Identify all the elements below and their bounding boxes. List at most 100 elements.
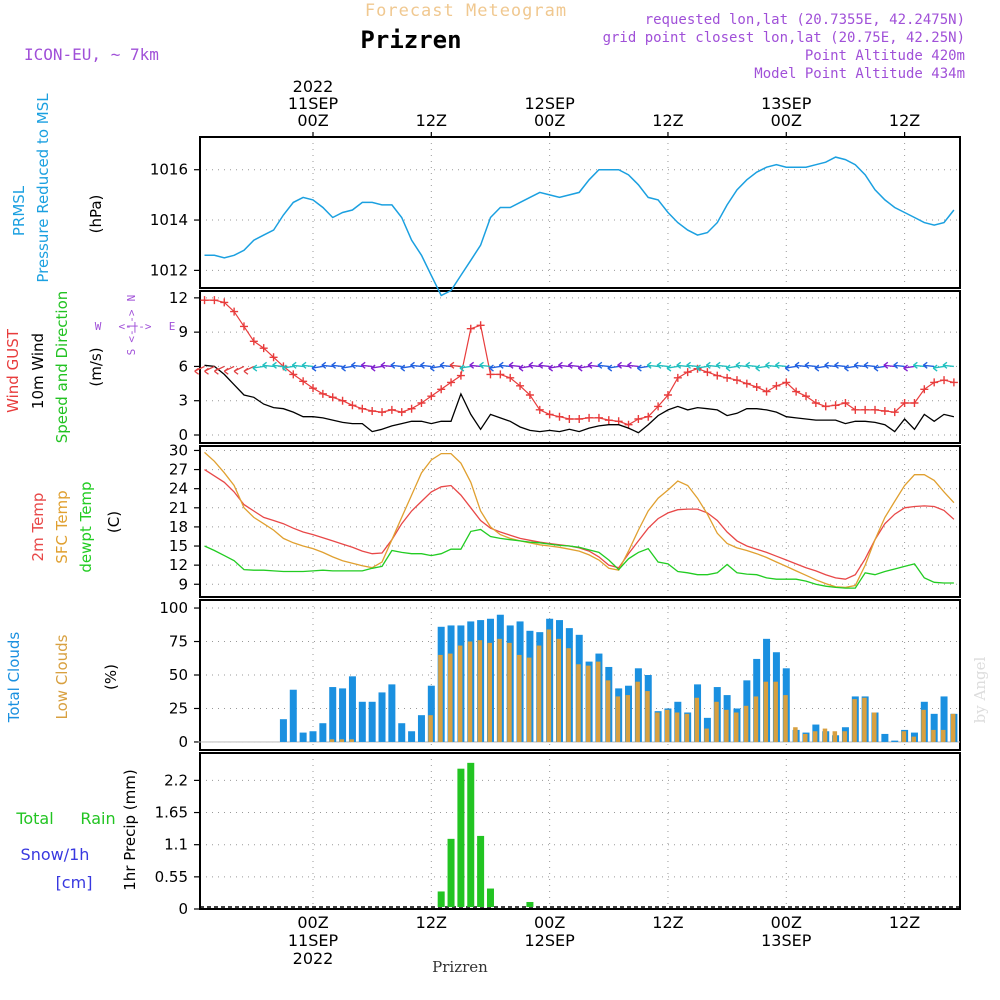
total-cloud-bar [930,713,938,742]
wind-arrow [567,361,580,369]
gridpoint-coords: grid point closest lon,lat (20.75E, 42.2… [603,30,965,46]
gust-marker [890,408,899,417]
gust-marker [910,399,919,407]
wind-arrow [233,365,245,375]
wind-arrow [243,365,255,375]
low-cloud-bar [566,648,571,742]
wind-arrow [370,364,383,372]
panel-frame-wind [199,290,961,444]
cloud-unit: (%) [102,664,120,690]
time-label-bottom: 12Z [416,913,447,932]
time-label-top: 11SEP [288,94,339,113]
wind-arrow [853,361,866,369]
wind-arrow [459,364,471,372]
wind-arrow [844,364,856,372]
gust-marker [663,391,672,399]
gust-marker [782,378,791,387]
y-tick-label: 3 [178,392,188,410]
gust-marker [259,344,268,353]
total-cloud-bar [319,723,327,742]
rain-bar [447,838,455,907]
gust-marker [466,324,475,333]
low-cloud-bar [812,731,818,742]
wind-arrow [311,364,323,372]
gust-marker [299,377,308,386]
pressure-unit: (hPa) [87,195,105,234]
page-title: Prizren [360,26,461,54]
compass-w: W [95,320,102,333]
compass-legend: N S <-|-> W <-|-> E [95,295,176,356]
total-cloud-bar [348,676,356,742]
wind-arrow [439,361,452,369]
panel-frame-temperature [199,445,961,598]
wind-arrow [863,361,876,369]
gust-marker [506,373,515,382]
dewpt-line [204,528,954,589]
low-cloud-bar [487,642,492,742]
low-cloud-bar [635,681,640,742]
gust-marker [328,393,337,402]
gust-marker [318,389,327,398]
wind-arrow [410,361,422,369]
wind-label: 10m Wind [29,333,47,409]
gust-marker [831,401,840,410]
gust-marker [427,392,436,401]
y-tick-label: 9 [178,323,188,341]
time-label-bottom: 13SEP [761,931,812,950]
wind-arrow [538,361,550,369]
total-cloud-bar [408,731,416,742]
low-cloud-bar [507,642,512,742]
gust-marker [683,368,692,377]
y-tick-label: 9 [178,575,188,593]
low-cloud-bar [457,645,463,742]
total-cloud-bar [299,732,307,742]
low-cloud-bar [842,731,847,742]
wind-arrow [607,364,619,372]
y-tick-label: 1014 [150,211,188,229]
gust-marker [723,373,732,382]
low-cloud-bar [655,712,660,742]
temp2m-line [204,469,955,580]
grid-lines [194,137,960,910]
gust-marker [772,381,781,390]
gust-marker [309,384,317,393]
gust-marker [703,368,712,377]
gust-marker [220,298,229,307]
low-cloud-bar [763,681,769,742]
low-cloud-bar [448,653,453,742]
wind-arrow [617,361,629,369]
gust-marker [496,370,505,379]
wind-arrow [784,364,797,372]
low-cloud-bar [605,680,611,742]
wind-arrow [765,361,777,369]
gust-marker [634,415,643,423]
low-cloud-bar [438,654,443,742]
y-tick-label: 30 [169,441,188,459]
gust-marker [348,401,357,410]
gust-marker [269,353,278,362]
low-clouds-label: Low Clouds [53,634,71,719]
wind-arrow [498,361,511,369]
rain-bar [486,888,494,907]
total-cloud-bar [891,740,899,742]
gust-marker [437,385,446,394]
low-cloud-bar [684,713,690,742]
wind-arrow [489,364,501,372]
gust-marker [821,402,830,411]
low-cloud-bar [595,661,601,742]
wind-speed-line [204,364,955,434]
wind-arrow [676,361,688,369]
low-cloud-bar [536,645,542,742]
gust-marker [802,392,810,401]
y-tick-label: 12 [169,289,188,307]
y-tick-label: 100 [159,599,188,617]
gust-marker [516,381,525,390]
gust-marker [752,383,761,391]
low-cloud-bar [714,701,719,742]
low-cloud-bar [546,629,552,742]
low-cloud-bar [349,739,354,742]
low-cloud-bar [467,641,473,742]
wind-arrow [282,364,294,372]
time-label-top: 00Z [534,111,565,130]
credit: by Angel [971,656,989,723]
